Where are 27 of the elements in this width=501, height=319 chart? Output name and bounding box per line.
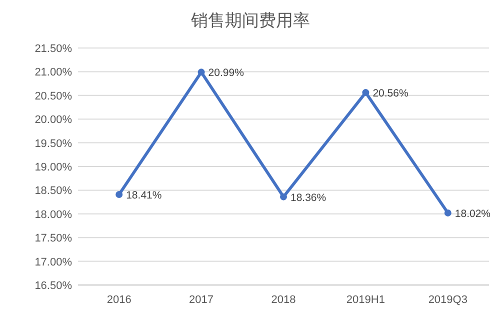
y-tick-label: 17.50% <box>34 232 72 245</box>
data-label: 18.41% <box>126 189 162 202</box>
data-label: 20.99% <box>208 67 244 80</box>
x-tick-label: 2019Q3 <box>428 294 468 306</box>
point <box>362 89 370 96</box>
point <box>444 209 452 216</box>
y-tick-label: 21.50% <box>34 43 72 55</box>
y-tick-label: 19.00% <box>34 162 72 174</box>
y-tick-label: 21.00% <box>34 66 72 79</box>
x-tick-label: 2016 <box>106 294 132 306</box>
x-tick-label: 2017 <box>189 294 214 306</box>
point <box>198 68 205 76</box>
x-tick-label: 2019H1 <box>346 294 385 306</box>
chart-title: 销售期间费用率 <box>190 11 310 30</box>
x-tick-label: 2018 <box>271 294 296 306</box>
y-tick-label: 16.50% <box>34 280 72 292</box>
data-label: 18.36% <box>290 192 326 204</box>
y-tick-label: 20.00% <box>34 114 72 126</box>
data-label: 18.02% <box>454 208 491 220</box>
y-tick-label: 18.00% <box>34 208 72 221</box>
data-label: 20.56% <box>372 88 408 100</box>
y-tick-label: 17.00% <box>34 256 72 268</box>
y-tick-label: 19.50% <box>34 138 72 150</box>
point <box>280 193 287 200</box>
point <box>116 190 123 198</box>
y-tick-label: 18.50% <box>34 185 72 198</box>
y-tick-label: 20.50% <box>34 90 72 102</box>
